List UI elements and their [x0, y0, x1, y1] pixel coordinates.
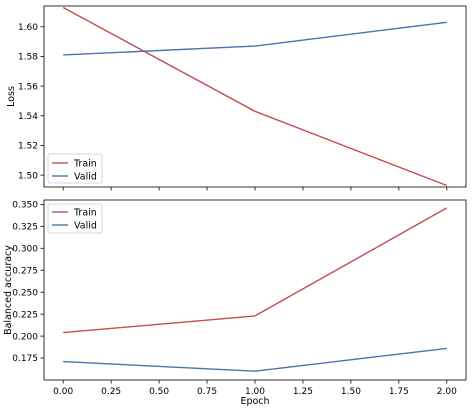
accuracy-train-line — [63, 207, 448, 334]
accuracy-y-axis-label: Balanced accuracy — [3, 245, 14, 335]
accuracy-legend-train-label: Train — [73, 208, 97, 219]
accuracy-y-ticks: 0.175 0.200 0.225 0.250 0.275 0.300 0.325 0.350 — [12, 201, 44, 364]
accuracy-legend: Train Valid — [47, 203, 103, 234]
accuracy-y-tick-label: 0.350 — [12, 201, 38, 211]
loss-series — [62, 6, 448, 187]
accuracy-y-tick-label: 0.200 — [12, 332, 38, 342]
accuracy-valid-line — [63, 347, 447, 372]
accuracy-x-tick-label: 1.00 — [245, 387, 265, 397]
accuracy-panel: 0.175 0.200 0.225 0.250 0.275 0.300 0.325 0.350… — [3, 199, 467, 407]
loss-panel: 1.50 1.52 1.54 1.56 1.58 1.60 Loss Train Vali… — [6, 5, 467, 191]
accuracy-x-tick-label: 0.75 — [197, 387, 217, 397]
accuracy-x-tick-label: 1.50 — [341, 387, 361, 397]
loss-valid-line — [63, 21, 447, 56]
accuracy-y-tick-label: 0.250 — [12, 288, 38, 298]
accuracy-y-tick-label: 0.225 — [12, 310, 38, 320]
accuracy-x-tick-label: 2.00 — [437, 387, 457, 397]
loss-train-line — [62, 6, 448, 187]
accuracy-x-tick-label: 0.50 — [149, 387, 169, 397]
accuracy-x-tick-label: 0.00 — [53, 387, 73, 397]
loss-y-ticks: 1.50 1.52 1.54 1.56 1.58 1.60 — [18, 23, 44, 181]
accuracy-x-tick-label: 0.25 — [101, 387, 121, 397]
accuracy-x-axis-label: Epoch — [240, 396, 269, 407]
accuracy-y-tick-label: 0.325 — [12, 223, 38, 233]
loss-y-axis-label: Loss — [6, 86, 17, 107]
loss-y-tick-label: 1.54 — [18, 112, 38, 122]
accuracy-y-tick-label: 0.300 — [12, 244, 38, 254]
accuracy-legend-valid-label: Valid — [74, 221, 97, 232]
accuracy-x-ticks: 0.00 0.25 0.50 0.75 1.00 1.25 1.50 1.75 2.00 — [53, 380, 457, 397]
accuracy-legend-box — [47, 203, 103, 234]
accuracy-y-tick-label: 0.275 — [12, 266, 38, 276]
loss-y-tick-label: 1.56 — [18, 82, 38, 92]
accuracy-series — [63, 207, 448, 372]
loss-y-tick-label: 1.60 — [18, 23, 38, 33]
accuracy-x-tick-label: 1.25 — [293, 387, 313, 397]
loss-x-ticks — [62, 187, 448, 191]
loss-axes-frame — [43, 5, 467, 188]
loss-legend: Train Valid — [47, 153, 103, 184]
loss-legend-valid-label: Valid — [74, 172, 97, 183]
loss-y-tick-label: 1.50 — [18, 171, 38, 181]
accuracy-x-tick-label: 1.75 — [389, 387, 409, 397]
accuracy-y-tick-label: 0.175 — [12, 354, 38, 364]
loss-y-tick-label: 1.58 — [18, 53, 38, 63]
loss-legend-train-label: Train — [73, 159, 97, 170]
loss-y-tick-label: 1.52 — [18, 142, 38, 152]
